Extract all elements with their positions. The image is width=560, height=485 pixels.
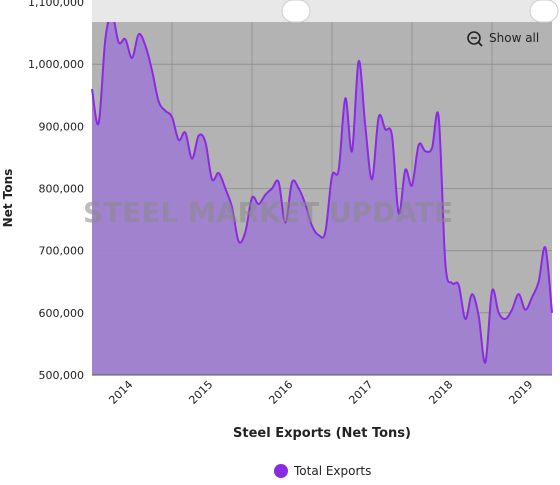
line xyxy=(91,13,553,364)
zoom-icon xyxy=(467,31,481,45)
plot-area xyxy=(91,1,553,376)
y-axis-title: Net Tons xyxy=(1,169,15,228)
y-tick-label: 500,000 xyxy=(39,369,85,382)
navigator-handle[interactable] xyxy=(529,0,559,23)
x-tick-label: 2019 xyxy=(506,378,535,407)
y-tick-label: 700,000 xyxy=(39,245,85,258)
reset-zoom[interactable]: Show all xyxy=(467,31,539,47)
legend-symbol[interactable] xyxy=(274,464,288,478)
y-tick-label: 900,000 xyxy=(39,120,85,133)
navigator[interactable] xyxy=(92,0,552,22)
reset-zoom-label[interactable]: Show all xyxy=(489,31,539,45)
navigator-handle[interactable] xyxy=(281,0,311,23)
zoom-icon xyxy=(477,41,483,47)
x-tick-label: 2016 xyxy=(266,378,295,407)
x-tick-label: 2017 xyxy=(346,378,375,407)
y-tick-label: 600,000 xyxy=(39,307,85,320)
y-tick-label: 800,000 xyxy=(39,183,85,196)
area xyxy=(92,14,552,376)
x-axis-title: Steel Exports (Net Tons) xyxy=(233,426,411,441)
y-tick-label: 1,100,000 xyxy=(28,0,84,9)
x-tick-label: 2014 xyxy=(106,378,135,407)
x-tick-label: 2018 xyxy=(426,378,455,407)
y-tick-label: 1,000,000 xyxy=(28,58,84,71)
watermark: STEEL MARKET UPDATE xyxy=(83,196,453,229)
legend-label[interactable]: Total Exports xyxy=(293,464,371,478)
x-tick-label: 2015 xyxy=(186,378,215,407)
